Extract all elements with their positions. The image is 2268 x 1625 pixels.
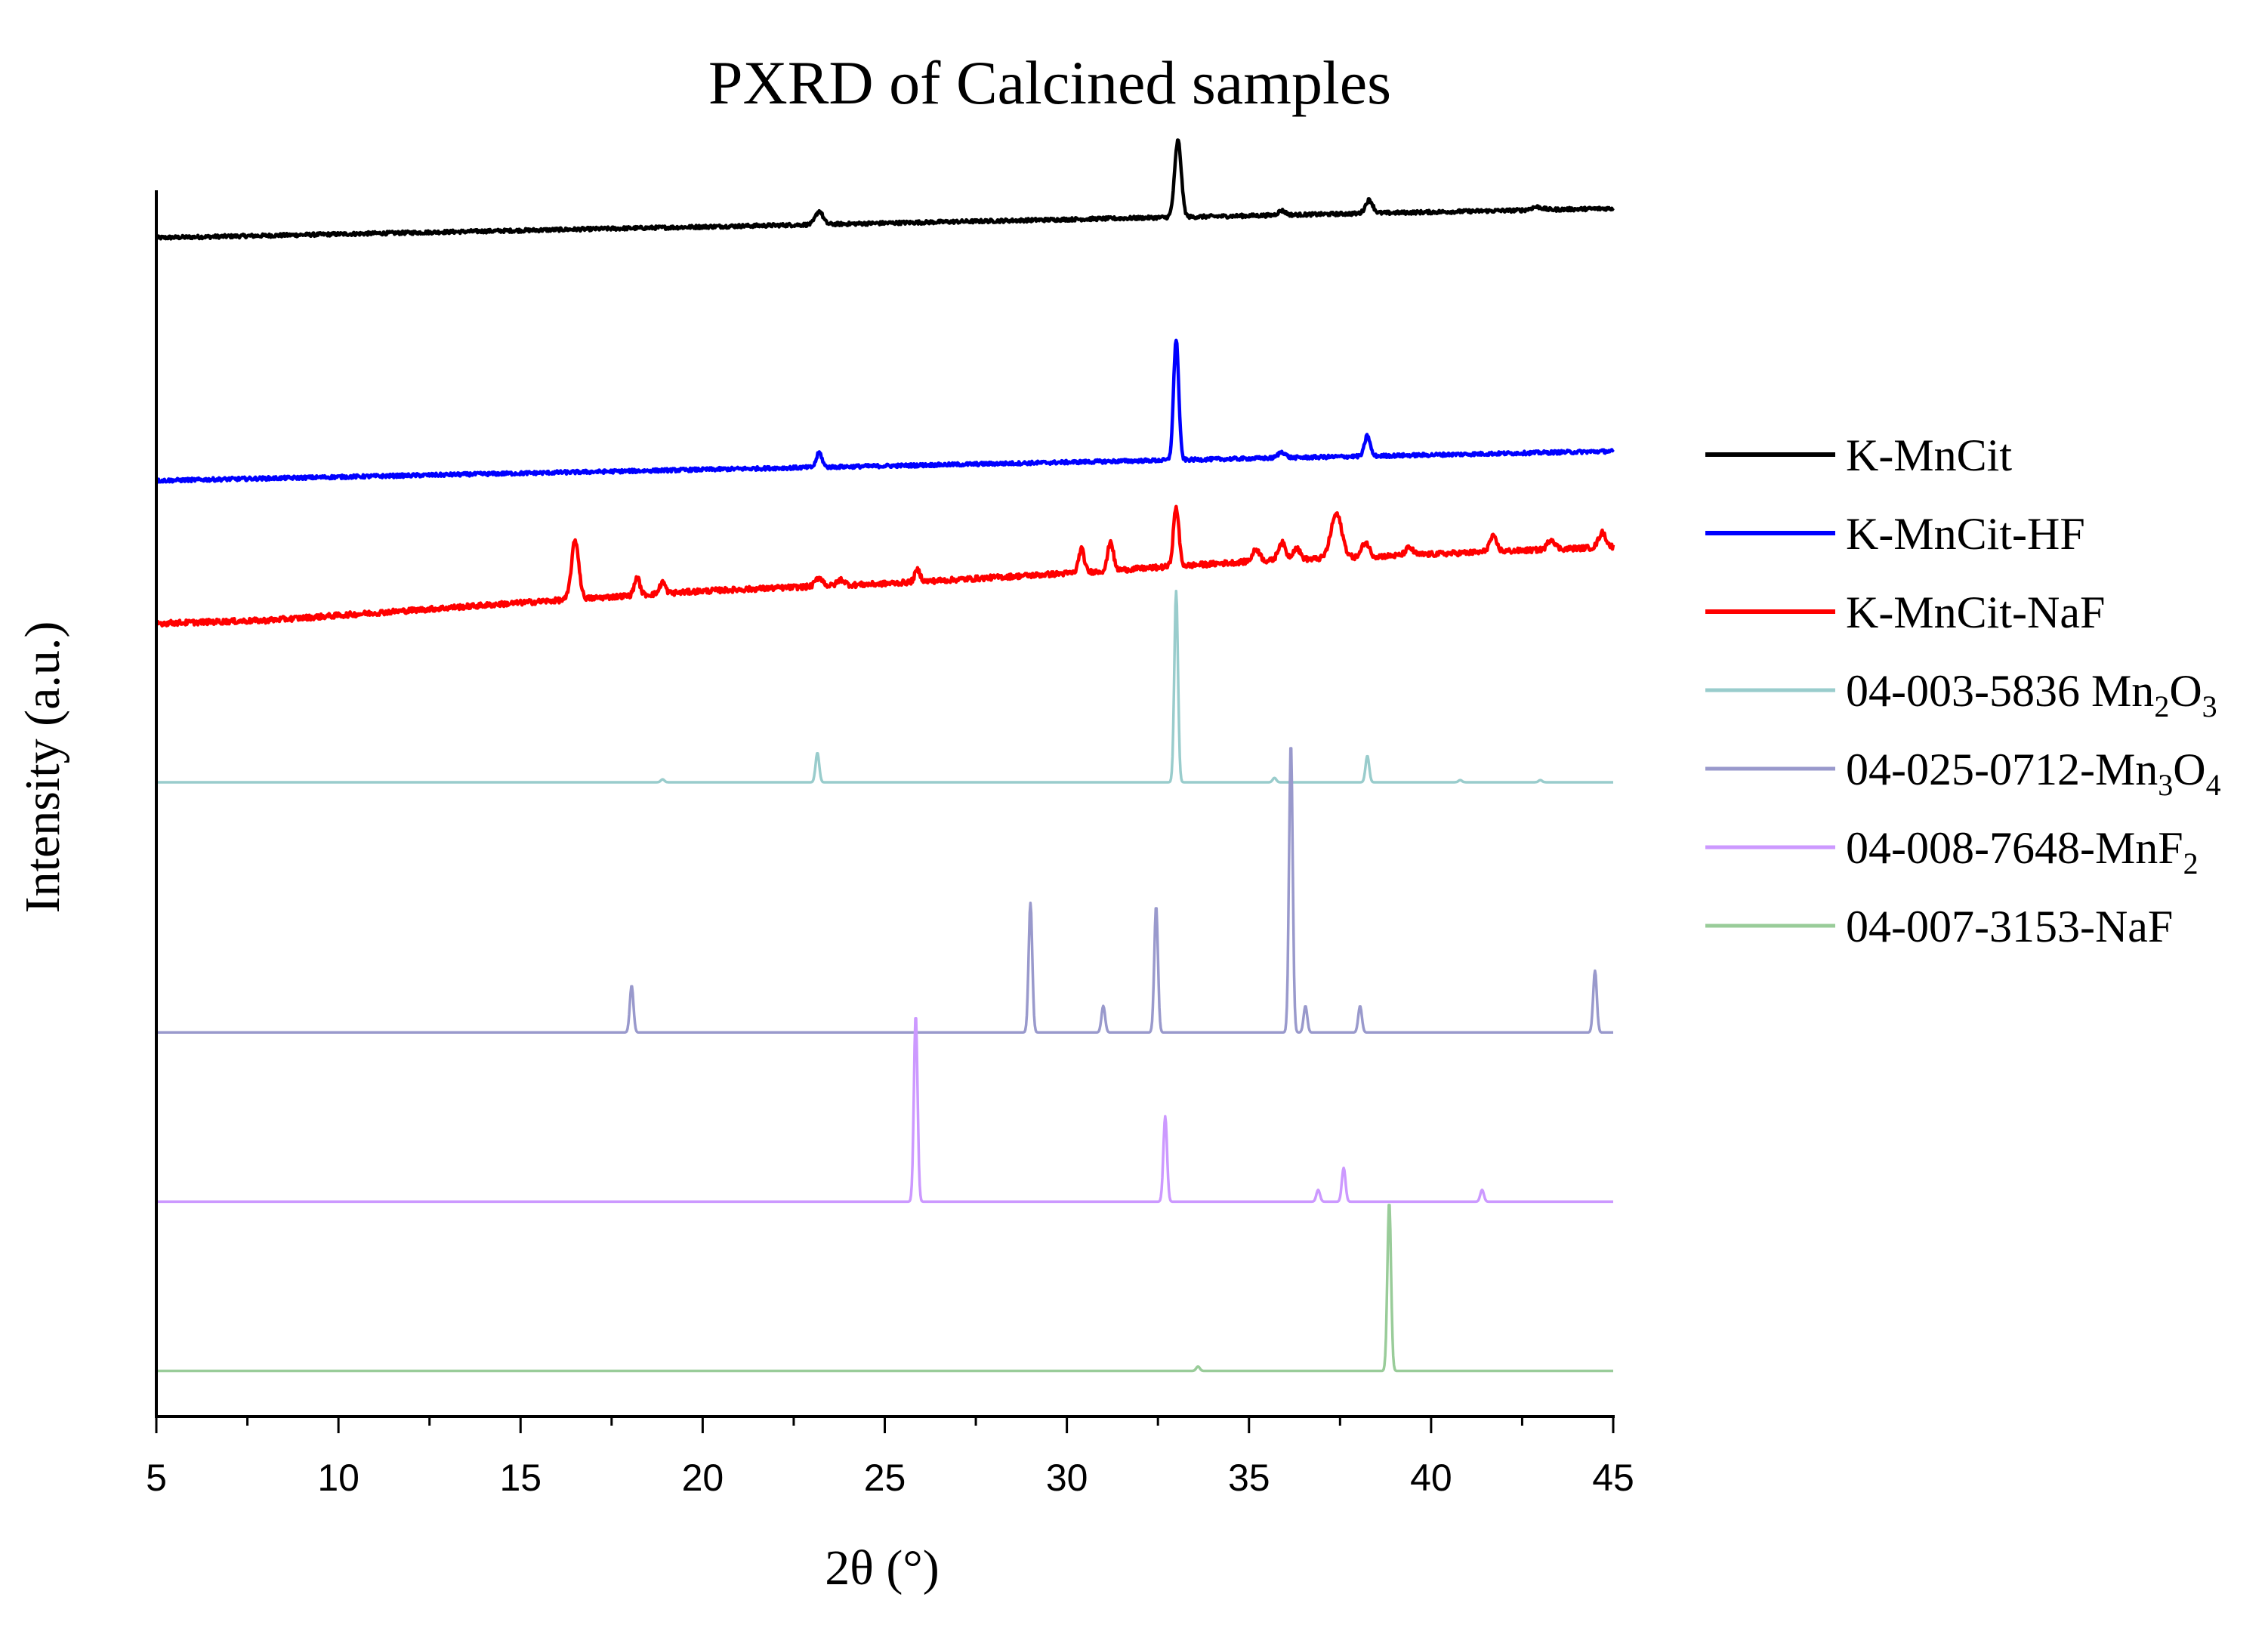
- series-line-4: [156, 747, 1614, 1035]
- series-line-0: [155, 138, 1615, 241]
- legend-text: 04-003-5836 Mn: [1846, 666, 2154, 716]
- legend-subscript: 3: [2202, 689, 2217, 723]
- legend-text: 04-008-7648-MnF: [1846, 823, 2183, 873]
- legend-subscript: 2: [2154, 689, 2169, 723]
- chart-title: PXRD of Calcined samples: [708, 48, 1391, 117]
- legend-item: 04-007-3153-NaF: [1705, 902, 2173, 951]
- legend-item: 04-003-5836 Mn2O3: [1705, 666, 2217, 723]
- y-axis-label: Intensity (a.u.): [15, 621, 70, 914]
- x-tick-label: 20: [682, 1457, 724, 1499]
- series-line-3: [156, 589, 1614, 784]
- legend-subscript: 4: [2206, 768, 2221, 802]
- legend-subscript: 2: [2183, 846, 2199, 880]
- legend-label: 04-007-3153-NaF: [1846, 902, 2173, 951]
- legend-label: K-MnCit-NaF: [1846, 587, 2105, 637]
- legend-item: K-MnCit-NaF: [1705, 587, 2105, 637]
- legend-subscript: 3: [2158, 768, 2173, 802]
- series-1: [155, 338, 1615, 484]
- legend-text: O: [2169, 666, 2202, 716]
- series-line-2: [154, 504, 1615, 628]
- legend-item: 04-008-7648-MnF2: [1705, 823, 2199, 880]
- legend-item: K-MnCit-HF: [1705, 509, 2085, 559]
- x-tick-label: 40: [1410, 1457, 1452, 1499]
- series-3: [156, 589, 1614, 784]
- x-tick-label: 15: [499, 1457, 542, 1499]
- x-tick-label: 45: [1592, 1457, 1634, 1499]
- x-tick-layer: 5 10 15 20 25 30 35 40 45: [146, 1417, 1634, 1499]
- x-axis-label: 2θ (°): [825, 1540, 939, 1596]
- series-line-1: [155, 338, 1615, 484]
- legend-item: 04-025-0712-Mn3O4: [1705, 745, 2221, 802]
- x-tick-label: 35: [1228, 1457, 1270, 1499]
- legend-text: K-MnCit: [1846, 430, 2012, 480]
- legend-label: 04-025-0712-Mn3O4: [1846, 745, 2221, 802]
- series-line-6: [156, 1204, 1614, 1373]
- x-tick-label: 25: [864, 1457, 906, 1499]
- series-line-5: [156, 1017, 1614, 1204]
- legend-text: K-MnCit-HF: [1846, 509, 2085, 559]
- legend-text: K-MnCit-NaF: [1846, 587, 2105, 637]
- legend-label: K-MnCit-HF: [1846, 509, 2085, 559]
- series-6: [156, 1204, 1614, 1373]
- legend-label: 04-003-5836 Mn2O3: [1846, 666, 2217, 723]
- legend-text: 04-007-3153-NaF: [1846, 902, 2173, 951]
- legend: K-MnCit K-MnCit-HF K-MnCit-NaF 04-003-5836 …: [1705, 430, 2221, 951]
- legend-text: O: [2173, 745, 2205, 794]
- x-tick-label: 5: [146, 1457, 167, 1499]
- x-tick-label: 10: [317, 1457, 359, 1499]
- series-5: [156, 1017, 1614, 1204]
- legend-label: 04-008-7648-MnF2: [1846, 823, 2199, 880]
- series-0: [155, 138, 1615, 241]
- legend-text: 04-025-0712-Mn: [1846, 745, 2158, 794]
- legend-item: K-MnCit: [1705, 430, 2012, 480]
- legend-label: K-MnCit: [1846, 430, 2012, 480]
- series-4: [156, 747, 1614, 1035]
- series-2: [154, 504, 1615, 628]
- x-tick-label: 30: [1046, 1457, 1088, 1499]
- series-layer: [154, 138, 1615, 1373]
